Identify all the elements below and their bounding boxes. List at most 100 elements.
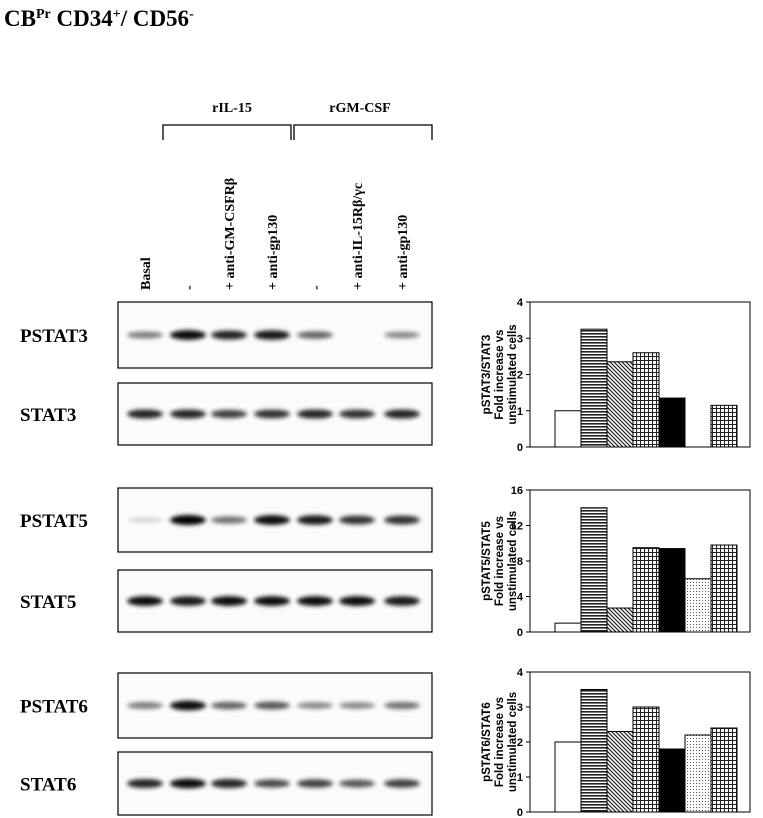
y-tick-label: 0 xyxy=(517,807,523,818)
band xyxy=(170,330,206,340)
band xyxy=(297,331,333,339)
band xyxy=(127,702,163,709)
bar xyxy=(554,741,582,813)
bar xyxy=(554,410,582,448)
bar xyxy=(606,361,634,448)
y-tick-label: 4 xyxy=(517,297,524,309)
lane-label: + anti-gp130 xyxy=(266,215,281,290)
bar xyxy=(580,689,608,813)
band xyxy=(211,330,247,340)
band xyxy=(254,330,290,340)
y-axis-label: pSTAT6/STAT6 xyxy=(481,702,493,782)
band xyxy=(127,778,163,789)
y-tick-label: 3 xyxy=(517,333,523,345)
bar xyxy=(710,727,738,813)
bar xyxy=(554,622,582,633)
blot-label: STAT5 xyxy=(20,592,76,613)
band xyxy=(339,409,375,419)
lane-label: Basal xyxy=(139,257,154,290)
band xyxy=(384,596,420,606)
bar xyxy=(580,328,608,448)
y-axis-label: Fold increase vs xyxy=(494,329,506,419)
band xyxy=(254,596,290,606)
y-axis-label: Fold increase vs xyxy=(494,697,506,787)
band xyxy=(339,702,375,709)
bracket xyxy=(293,124,433,140)
y-tick-label: 0 xyxy=(517,442,523,454)
y-axis-label: unstimulated cells xyxy=(507,324,519,424)
y-tick-label: 8 xyxy=(517,556,523,568)
bar xyxy=(632,352,660,448)
lane-label: - xyxy=(182,285,197,290)
bar xyxy=(710,404,738,448)
lane-label: + anti-IL-15Rβ/γc xyxy=(351,183,366,290)
bar xyxy=(606,731,634,813)
bar xyxy=(632,547,660,633)
bar xyxy=(658,397,686,448)
y-tick-label: 4 xyxy=(517,667,524,679)
blot-label: PSTAT6 xyxy=(20,697,88,718)
y-axis-label: pSTAT3/STAT3 xyxy=(481,335,493,415)
bar xyxy=(606,607,634,633)
band xyxy=(297,779,333,788)
y-tick-label: 1 xyxy=(517,772,523,784)
band xyxy=(254,779,290,788)
y-tick-label: 4 xyxy=(517,592,524,604)
bar xyxy=(684,578,712,633)
band xyxy=(170,700,206,711)
group-label: rGM-CSF xyxy=(329,101,390,116)
plot-frame xyxy=(529,489,751,633)
group-label: rIL-15 xyxy=(212,101,252,116)
bracket xyxy=(162,124,292,140)
y-tick-label: 16 xyxy=(511,485,523,497)
band xyxy=(170,596,206,606)
plot-frame xyxy=(529,671,751,813)
lane-label: + anti-gp130 xyxy=(396,215,411,290)
y-axis-label: unstimulated cells xyxy=(507,511,519,611)
band xyxy=(127,409,163,419)
lane-label: + anti-GM-CSFRβ xyxy=(223,178,238,290)
bar xyxy=(710,544,738,633)
band xyxy=(254,701,290,710)
band xyxy=(339,779,375,788)
y-axis-label: pSTAT5/STAT5 xyxy=(481,521,493,601)
band xyxy=(297,409,333,419)
band xyxy=(339,515,375,525)
band xyxy=(384,701,420,710)
lane-label: - xyxy=(309,285,324,290)
y-axis-label: unstimulated cells xyxy=(507,692,519,792)
band xyxy=(254,409,290,419)
band xyxy=(170,515,206,525)
band xyxy=(211,701,247,710)
y-tick-label: 2 xyxy=(517,370,523,382)
band xyxy=(254,515,290,525)
band xyxy=(170,409,206,419)
band xyxy=(384,409,420,419)
band xyxy=(384,779,420,788)
y-tick-label: 12 xyxy=(511,521,523,533)
blots: PSTAT3 STAT3 PSTAT5 STAT5 PSTAT6 STAT6 xyxy=(20,301,433,816)
band xyxy=(339,596,375,606)
band xyxy=(127,331,163,339)
bar xyxy=(658,748,686,813)
blot-label: STAT3 xyxy=(20,405,76,426)
band xyxy=(297,702,333,709)
band xyxy=(127,517,163,523)
bar xyxy=(632,706,660,813)
band xyxy=(127,596,163,606)
band xyxy=(211,409,247,419)
band xyxy=(211,516,247,524)
blot-label: PSTAT3 xyxy=(20,326,88,347)
y-tick-label: 0 xyxy=(517,627,523,639)
band xyxy=(297,515,333,525)
y-axis-label: Fold increase vs xyxy=(494,516,506,606)
band xyxy=(297,596,333,606)
blot-label: PSTAT5 xyxy=(20,511,88,532)
bar xyxy=(580,507,608,633)
blot-label: STAT6 xyxy=(20,775,76,796)
band xyxy=(211,596,247,606)
plot-frame xyxy=(529,301,751,448)
band xyxy=(170,778,206,789)
